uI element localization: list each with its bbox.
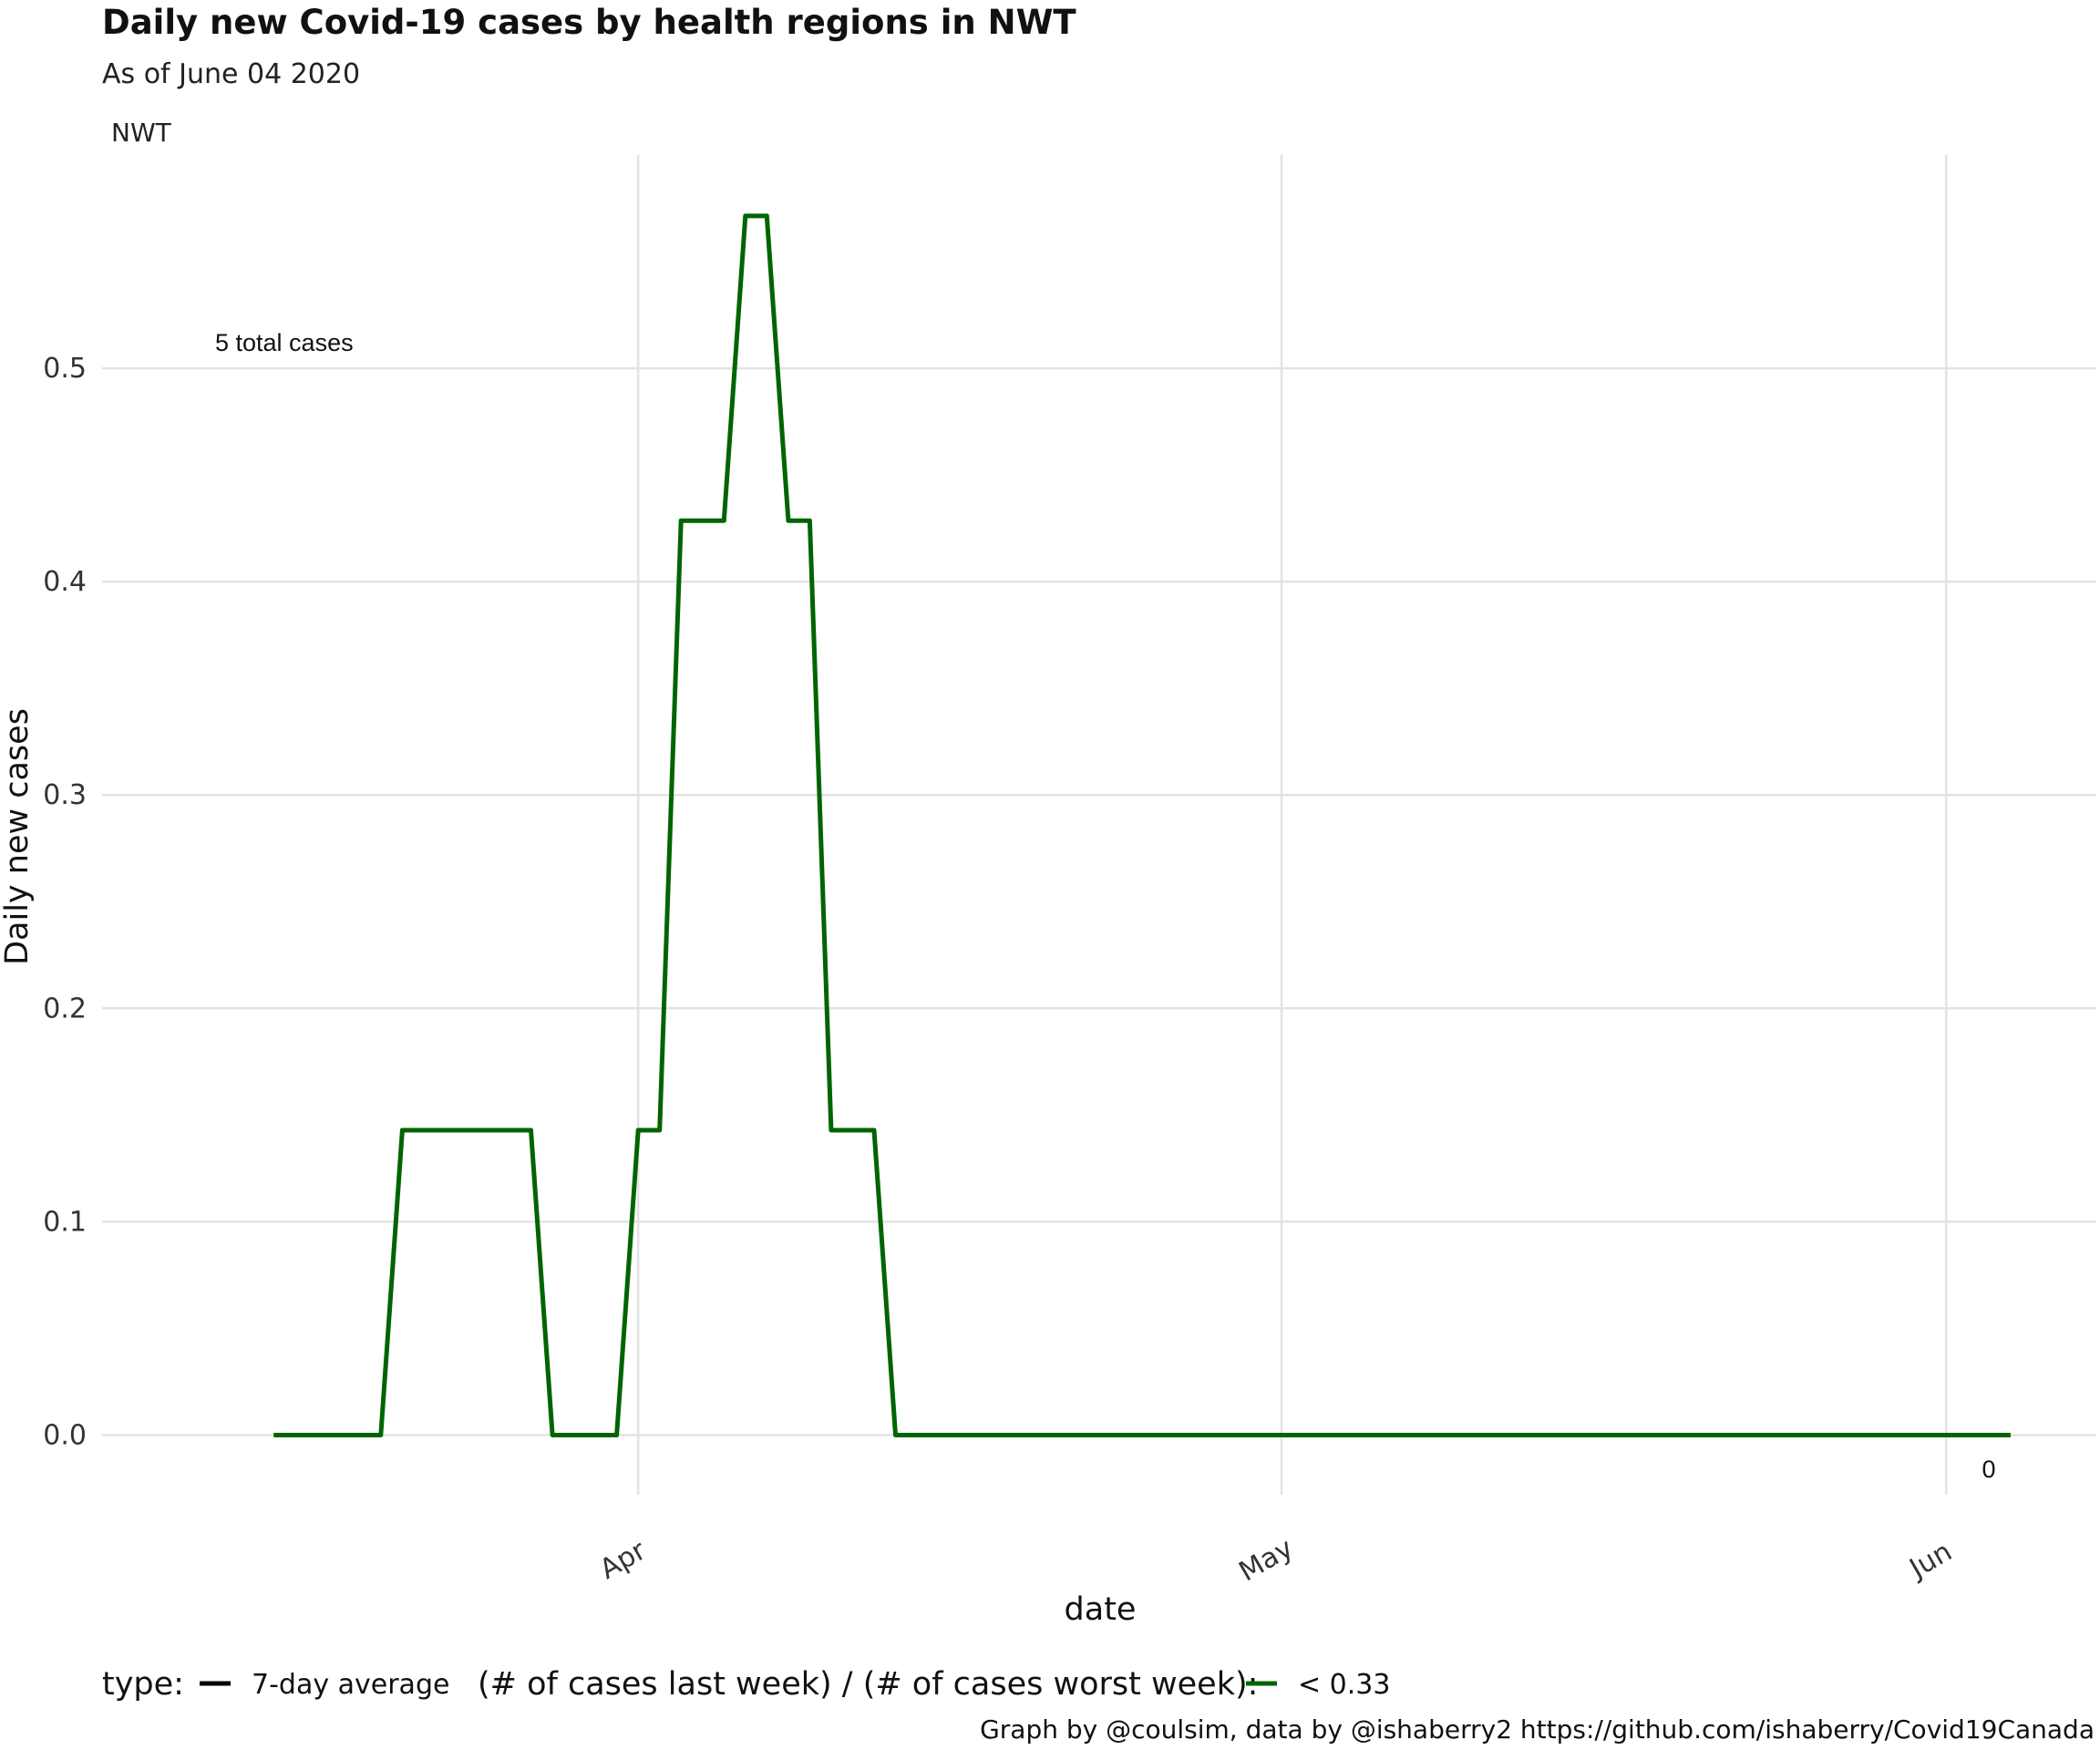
series-line: [273, 213, 2011, 1437]
chart-caption: Graph by @coulsim, data by @ishaberry2 h…: [980, 1714, 2095, 1745]
facet-label: NWT: [111, 118, 172, 148]
last-value-label: 0: [1982, 1456, 1995, 1483]
chart-subtitle: As of June 04 2020: [102, 58, 360, 90]
y-axis-title: Daily new cases: [0, 708, 36, 965]
x-axis-title: date: [1065, 1591, 1137, 1628]
x-gridlines: [636, 155, 1948, 1495]
legend-type-title: type:: [102, 1666, 184, 1703]
y-gridlines: [102, 366, 2096, 1436]
legend-type-item: 7-day average: [252, 1669, 449, 1701]
legend: type: 7-day average (# of cases last wee…: [102, 1666, 1390, 1703]
legend-ratio-title: (# of cases last week) / (# of cases wor…: [478, 1666, 1258, 1703]
x-tick-label: Jun: [1903, 1536, 1958, 1586]
x-tick-labels: Apr May Jun: [594, 1532, 1957, 1588]
legend-ratio-item: < 0.33: [1298, 1669, 1390, 1701]
y-tick-label: 0.0: [43, 1419, 87, 1451]
total-cases-annotation: 5 total cases: [215, 329, 354, 356]
y-tick-label: 0.5: [43, 353, 87, 385]
chart-title: Daily new Covid-19 cases by health regio…: [102, 3, 1076, 42]
y-tick-label: 0.2: [43, 993, 87, 1024]
y-tick-label: 0.3: [43, 779, 87, 811]
x-tick-label: May: [1234, 1532, 1299, 1588]
series-lines: [273, 213, 2011, 1437]
x-tick-label: Apr: [594, 1534, 652, 1586]
y-tick-label: 0.1: [43, 1206, 87, 1238]
y-tick-labels: 0.0 0.1 0.2 0.3 0.4 0.5: [43, 353, 87, 1451]
y-tick-label: 0.4: [43, 566, 87, 598]
